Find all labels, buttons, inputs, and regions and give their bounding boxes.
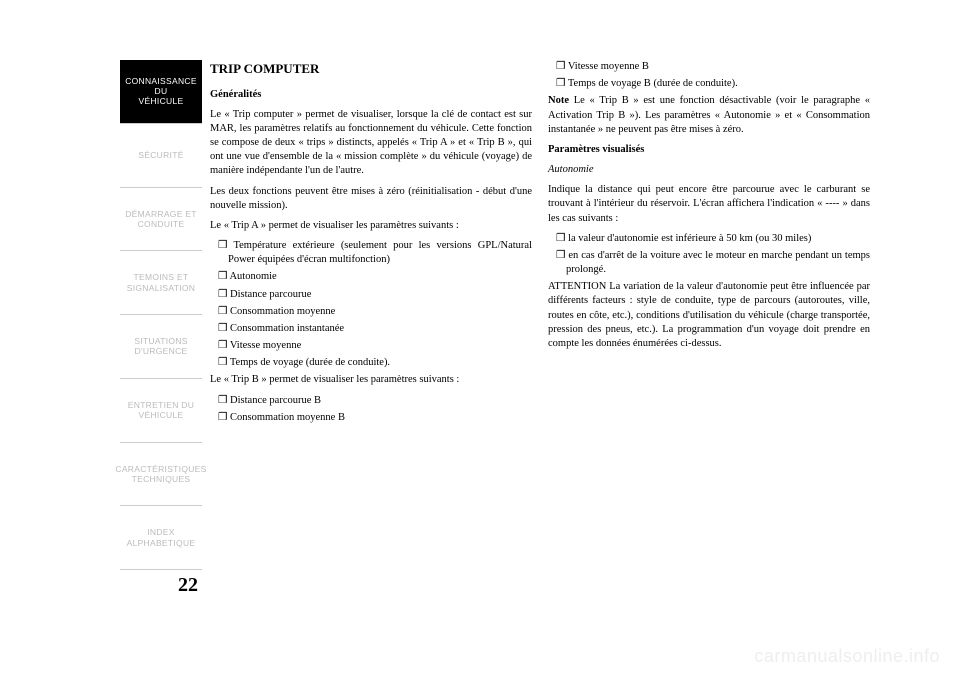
- bullet: Consommation instantanée: [210, 322, 532, 336]
- bullet: Vitesse moyenne B: [548, 60, 870, 74]
- sidebar-label: INDEXALPHABETIQUE: [127, 527, 196, 547]
- page-number: 22: [120, 570, 202, 600]
- subheading-autonomie: Autonomie: [548, 163, 870, 177]
- paragraph: Indique la distance qui peut encore être…: [548, 183, 870, 226]
- bullet: Temps de voyage (durée de conduite).: [210, 356, 532, 370]
- sidebar-label: TEMOINS ETSIGNALISATION: [127, 272, 195, 292]
- sidebar-item-entretien[interactable]: ENTRETIEN DUVÉHICULE: [120, 379, 202, 443]
- bullet: Distance parcourue: [210, 288, 532, 302]
- paragraph: Le « Trip A » permet de visualiser les p…: [210, 219, 532, 233]
- column-right: Vitesse moyenne B Temps de voyage B (dur…: [548, 60, 870, 600]
- sidebar-item-caracteristiques[interactable]: CARACTÉRISTIQUESTECHNIQUES: [120, 443, 202, 507]
- sidebar-item-temoins[interactable]: TEMOINS ETSIGNALISATION: [120, 251, 202, 315]
- note-label: Note: [548, 95, 569, 106]
- paragraph: Le « Trip B » permet de visualiser les p…: [210, 373, 532, 387]
- sidebar-label: SÉCURITÉ: [138, 150, 183, 160]
- sidebar-item-urgence[interactable]: SITUATIONSD'URGENCE: [120, 315, 202, 379]
- column-left: TRIP COMPUTER Généralités Le « Trip comp…: [210, 60, 532, 600]
- title: TRIP COMPUTER: [210, 60, 532, 78]
- note-text: Le « Trip B » est une fonction désactiva…: [548, 95, 870, 134]
- note-paragraph: Note Le « Trip B » est une fonction désa…: [548, 94, 870, 137]
- watermark: carmanualsonline.info: [754, 646, 940, 667]
- bullet: en cas d'arrêt de la voiture avec le mot…: [548, 249, 870, 277]
- paragraph: Le « Trip computer » permet de visualise…: [210, 108, 532, 179]
- page: CONNAISSANCE DUVÉHICULE SÉCURITÉ DÉMARRA…: [120, 60, 870, 600]
- sidebar-label: CARACTÉRISTIQUESTECHNIQUES: [115, 464, 206, 484]
- heading-generalites: Généralités: [210, 88, 532, 102]
- bullet: Température extérieure (seulement pour l…: [210, 239, 532, 267]
- sidebar-item-connaissance[interactable]: CONNAISSANCE DUVÉHICULE: [120, 60, 202, 124]
- sidebar-label: DÉMARRAGE ETCONDUITE: [125, 209, 197, 229]
- bullet: Temps de voyage B (durée de conduite).: [548, 77, 870, 91]
- sidebar-label: CONNAISSANCE DUVÉHICULE: [120, 76, 202, 107]
- bullet: Consommation moyenne: [210, 305, 532, 319]
- sidebar-item-demarrage[interactable]: DÉMARRAGE ETCONDUITE: [120, 188, 202, 252]
- sidebar-item-securite[interactable]: SÉCURITÉ: [120, 124, 202, 188]
- content: TRIP COMPUTER Généralités Le « Trip comp…: [210, 60, 870, 600]
- bullet: la valeur d'autonomie est inférieure à 5…: [548, 232, 870, 246]
- bullet: Consommation moyenne B: [210, 411, 532, 425]
- paragraph: ATTENTION La variation de la valeur d'au…: [548, 280, 870, 351]
- sidebar-label: ENTRETIEN DUVÉHICULE: [128, 400, 194, 420]
- paragraph: Les deux fonctions peuvent être mises à …: [210, 185, 532, 213]
- bullet: Autonomie: [210, 270, 532, 284]
- sidebar-item-index[interactable]: INDEXALPHABETIQUE: [120, 506, 202, 570]
- sidebar: CONNAISSANCE DUVÉHICULE SÉCURITÉ DÉMARRA…: [120, 60, 202, 600]
- bullet: Vitesse moyenne: [210, 339, 532, 353]
- heading-parametres: Paramètres visualisés: [548, 143, 870, 157]
- bullet: Distance parcourue B: [210, 394, 532, 408]
- sidebar-label: SITUATIONSD'URGENCE: [134, 336, 187, 356]
